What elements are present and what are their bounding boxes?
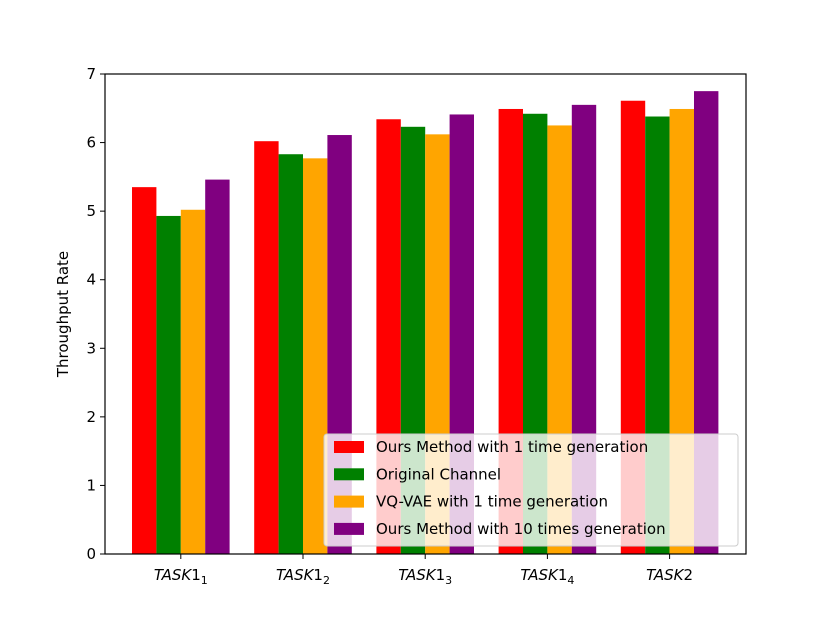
legend-label: VQ-VAE with 1 time generation: [376, 493, 608, 511]
legend-label: Original Channel: [376, 465, 501, 483]
y-tick-label: 6: [86, 134, 96, 152]
x-tick-label: TASK12: [276, 566, 330, 587]
bar-series4-cat1: [205, 179, 230, 554]
bar-series1-cat1: [132, 187, 157, 554]
y-tick-label: 2: [86, 408, 96, 426]
x-axis: TASK11 TASK12 TASK13 TASK14 TASK2: [154, 554, 693, 587]
legend: Ours Method with 1 time generation Origin…: [323, 433, 739, 547]
legend-swatch: [334, 522, 364, 535]
legend-swatch: [334, 468, 364, 481]
bar-series3-cat1: [180, 209, 206, 554]
legend-label: Ours Method with 1 time generation: [376, 438, 648, 456]
y-axis: 0 1 2 3 4 5 6 7: [86, 65, 105, 563]
x-tick-label: TASK14: [520, 566, 574, 587]
bar-series2-cat2: [278, 154, 303, 555]
x-tick-label: TASK11: [154, 566, 208, 587]
bar-series1-cat2: [254, 141, 279, 554]
y-tick-label: 5: [86, 202, 96, 220]
legend-label: Ours Method with 10 times generation: [376, 520, 666, 538]
y-tick-label: 1: [86, 476, 96, 494]
y-tick-label: 0: [86, 545, 96, 563]
y-tick-label: 3: [86, 339, 96, 357]
y-tick-label: 7: [86, 65, 96, 83]
bar-series3-cat2: [303, 158, 328, 554]
bar-series2-cat1: [156, 215, 181, 554]
x-tick-label: TASK2: [646, 566, 693, 584]
legend-swatch: [334, 441, 364, 453]
y-tick-label: 4: [86, 271, 96, 289]
x-tick-label: TASK13: [398, 566, 452, 587]
legend-swatch: [334, 495, 364, 508]
y-axis-title: Throughput Rate: [54, 251, 72, 378]
legend-box: [323, 433, 739, 547]
